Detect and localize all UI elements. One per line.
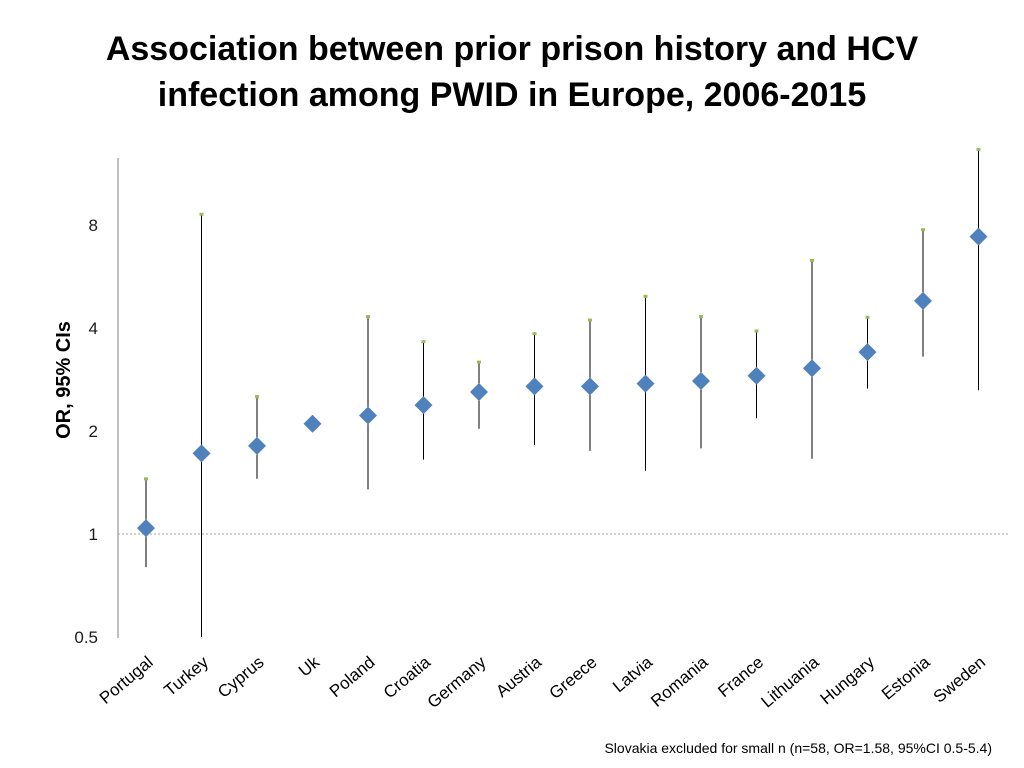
or-point-marker: [803, 359, 821, 378]
ci-upper-cap: [532, 332, 537, 336]
ci-upper-cap: [199, 212, 204, 216]
or-point-marker: [747, 366, 766, 385]
chart-title-line-2: infection among PWID in Europe, 2006-201…: [157, 76, 867, 114]
y-tick-labels: 0.5 1 2 4 8: [74, 216, 98, 647]
or-point-marker: [525, 377, 544, 396]
x-category-label: Hungary: [817, 652, 879, 708]
chart-title: Association between prior prison history…: [0, 26, 1024, 118]
or-point-marker: [359, 406, 377, 425]
x-category-label: Romania: [647, 652, 712, 711]
footnote: Slovakia excluded for small n (n=58, OR=…: [604, 740, 992, 756]
ci-upper-cap: [366, 315, 370, 319]
ci-upper-cap: [699, 315, 703, 319]
x-category-label: Turkey: [161, 652, 213, 700]
odds-ratio-series: [137, 147, 988, 637]
x-category-label: Greece: [546, 653, 601, 703]
y-tick-label: 2: [89, 422, 98, 441]
ci-upper-cap: [144, 477, 148, 481]
or-point-marker: [248, 436, 266, 455]
chart-title-line-1: Association between prior prison history…: [105, 30, 919, 68]
x-category-label: Cyprus: [214, 653, 267, 702]
ci-upper-cap: [754, 329, 759, 333]
x-category-label: Uk: [295, 652, 324, 680]
or-point-marker: [858, 343, 877, 362]
x-category-label: Latvia: [609, 652, 656, 696]
x-category-label: Austria: [492, 652, 545, 701]
y-tick-label: 8: [89, 216, 98, 235]
or-point-marker: [470, 383, 488, 402]
y-tick-label: 0.5: [74, 628, 98, 647]
or-point-marker: [914, 291, 932, 310]
x-category-label: France: [714, 653, 767, 702]
or-point-marker: [636, 374, 655, 393]
ci-upper-cap: [921, 228, 925, 232]
ci-upper-cap: [976, 147, 981, 151]
x-category-label: Poland: [326, 653, 379, 702]
x-category-label: Lithuania: [757, 652, 822, 711]
ci-upper-cap: [865, 315, 870, 319]
x-category-label: Germany: [424, 652, 490, 712]
ci-upper-cap: [255, 395, 259, 399]
or-point-marker: [414, 396, 433, 415]
or-point-marker: [303, 414, 322, 433]
y-tick-label: 1: [89, 525, 98, 544]
y-tick-label: 4: [89, 319, 98, 338]
x-category-label: Sweden: [930, 653, 989, 707]
ci-upper-cap: [421, 340, 426, 344]
ci-upper-cap: [588, 318, 592, 322]
x-category-labels: Portugal Turkey Cyprus Uk Poland CroatiaGerma…: [96, 652, 989, 712]
ci-upper-cap: [810, 258, 814, 262]
y-axis-label: OR, 95% CIs: [53, 321, 75, 439]
x-category-label: Estonia: [878, 652, 934, 703]
or-point-marker: [137, 519, 155, 538]
x-category-label: Portugal: [96, 653, 157, 708]
ci-upper-cap: [477, 360, 481, 364]
or-point-marker: [969, 227, 988, 246]
or-point-marker: [692, 372, 710, 391]
or-point-marker: [581, 377, 599, 396]
ci-upper-cap: [643, 294, 648, 298]
or-point-marker: [192, 444, 211, 463]
